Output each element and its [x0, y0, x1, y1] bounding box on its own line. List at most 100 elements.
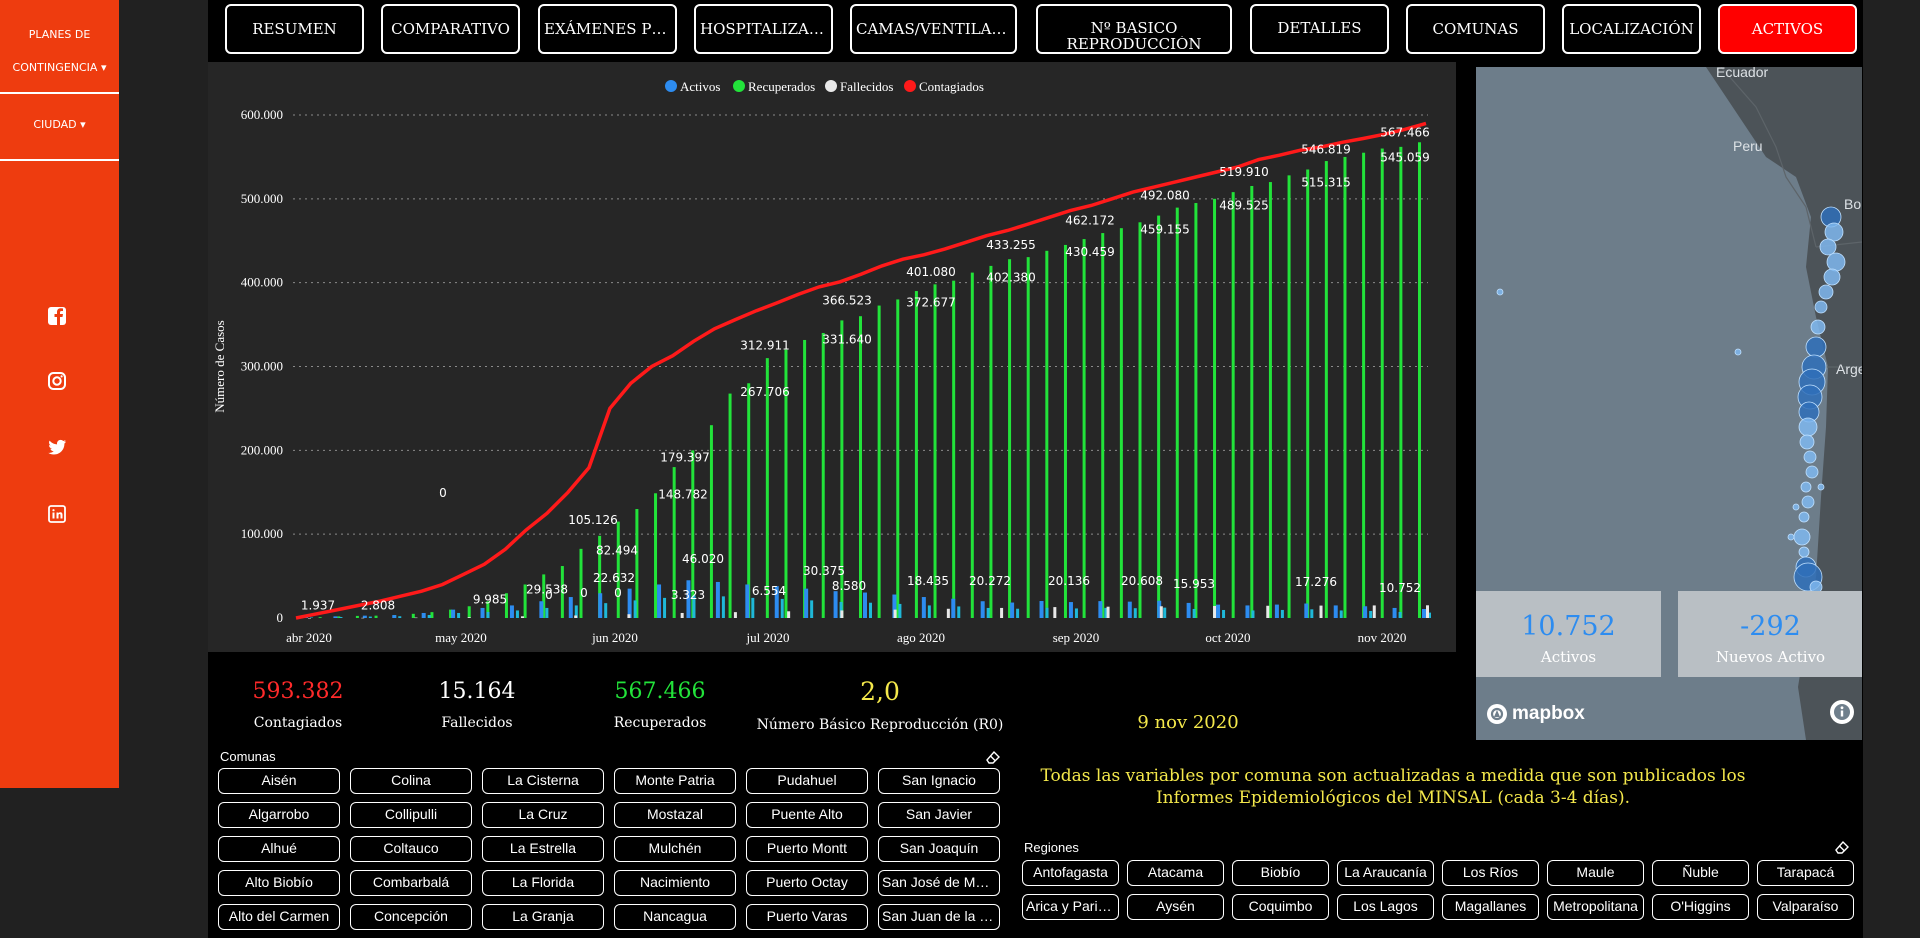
comuna-chip[interactable]: Mostazal	[614, 802, 736, 828]
comuna-chip[interactable]: La Cruz	[482, 802, 604, 828]
case-bubble[interactable]	[1814, 300, 1828, 314]
tab-comparativo[interactable]: COMPARATIVO	[381, 4, 520, 54]
tab-hospitalizados[interactable]: HOSPITALIZADOS	[694, 4, 833, 54]
region-chip[interactable]: Valparaíso	[1757, 894, 1854, 920]
comuna-chip[interactable]: Puente Alto	[746, 802, 868, 828]
comuna-chip[interactable]: San Ignacio	[878, 768, 1000, 794]
region-chip[interactable]: Arica y Parinacota	[1022, 894, 1119, 920]
tab-detalles[interactable]: DETALLES	[1250, 4, 1389, 54]
comuna-chip[interactable]: San Juan de la Costa	[878, 904, 1000, 930]
region-chip[interactable]: Los Lagos	[1337, 894, 1434, 920]
ciudad-menu[interactable]: CIUDAD ▾	[33, 118, 86, 131]
case-bubble[interactable]	[1805, 336, 1827, 358]
region-chip[interactable]: Tarapacá	[1757, 860, 1854, 886]
region-chip[interactable]: Atacama	[1127, 860, 1224, 886]
case-bubble[interactable]	[1734, 348, 1742, 356]
comuna-chip[interactable]: San Javier	[878, 802, 1000, 828]
tab-resumen-label: RESUMEN	[252, 20, 337, 38]
comuna-chip[interactable]: Alhué	[218, 836, 340, 862]
comuna-chip[interactable]: Alto Biobío	[218, 870, 340, 896]
activos-bar	[515, 610, 519, 618]
region-chip[interactable]: Antofagasta	[1022, 860, 1119, 886]
comuna-chip[interactable]: Nacimiento	[614, 870, 736, 896]
tab-localizacion[interactable]: LOCALIZACIÓN	[1562, 4, 1701, 54]
comuna-chip[interactable]: Algarrobo	[218, 802, 340, 828]
region-chip[interactable]: Magallanes	[1442, 894, 1539, 920]
case-bubble[interactable]	[1798, 417, 1818, 437]
case-bubble[interactable]	[1810, 319, 1826, 335]
recuperados-data-label: 9.985	[473, 592, 507, 606]
comuna-chip[interactable]: Collipulli	[350, 802, 472, 828]
case-bubble[interactable]	[1798, 511, 1810, 523]
comuna-chip[interactable]: San Joaquín	[878, 836, 1000, 862]
case-bubble[interactable]	[1800, 481, 1812, 493]
region-chip[interactable]: Aysén	[1127, 894, 1224, 920]
mapbox-logo[interactable]: mapbox	[1486, 703, 1585, 725]
region-chip[interactable]: Ñuble	[1652, 860, 1749, 886]
region-chip[interactable]: Metropolitana	[1547, 894, 1644, 920]
activos-bar	[627, 588, 632, 618]
region-chip[interactable]: Maule	[1547, 860, 1644, 886]
comuna-chip[interactable]: La Estrella	[482, 836, 604, 862]
tab-resumen[interactable]: RESUMEN	[225, 4, 364, 54]
planes-contingencia-menu[interactable]: PLANES DE CONTINGENCIA ▾	[0, 18, 119, 84]
comuna-chip[interactable]: Alto del Carmen	[218, 904, 340, 930]
comuna-chip[interactable]: Coltauco	[350, 836, 472, 862]
region-chip[interactable]: La Araucanía	[1337, 860, 1434, 886]
case-bubble[interactable]	[1798, 546, 1810, 558]
case-bubble[interactable]	[1826, 252, 1846, 272]
case-bubble[interactable]	[1824, 222, 1844, 242]
comuna-chip[interactable]: La Florida	[482, 870, 604, 896]
tab-activos[interactable]: ACTIVOS	[1718, 4, 1857, 54]
recuperados-bar	[449, 609, 453, 618]
case-bubble[interactable]	[1818, 284, 1834, 300]
case-bubble[interactable]	[1799, 434, 1815, 450]
comuna-chip[interactable]: Combarbalá	[350, 870, 472, 896]
recuperados-bar	[1008, 259, 1012, 618]
comuna-chip[interactable]: Aisén	[218, 768, 340, 794]
sidebar: PLANES DE CONTINGENCIA ▾ CIUDAD ▾	[0, 0, 119, 788]
case-bubble[interactable]	[1793, 528, 1811, 546]
tab-camas-ventiladores[interactable]: CAMAS/VENTILADORES	[850, 4, 1017, 54]
case-bubble[interactable]	[1792, 503, 1800, 511]
case-bubble[interactable]	[1805, 465, 1819, 479]
case-bubble[interactable]	[1819, 238, 1837, 256]
tab-numero-basico-reproduccion[interactable]: Nº BASICO REPRODUCCIÓN	[1036, 4, 1232, 54]
facebook-icon[interactable]	[47, 306, 67, 326]
comuna-chip[interactable]: Monte Patria	[614, 768, 736, 794]
linkedin-icon[interactable]	[47, 504, 67, 524]
recuperados-bar	[1119, 228, 1123, 619]
recuperados-bar	[1287, 175, 1291, 619]
comuna-chip[interactable]: Colina	[350, 768, 472, 794]
case-bubble[interactable]	[1801, 495, 1815, 509]
comuna-chip[interactable]: La Granja	[482, 904, 604, 930]
region-chip[interactable]: Coquimbo	[1232, 894, 1329, 920]
eraser-icon[interactable]	[985, 749, 1001, 765]
tab-comunas[interactable]: COMUNAS	[1406, 4, 1545, 54]
region-chip[interactable]: Biobío	[1232, 860, 1329, 886]
comuna-chip[interactable]: Puerto Montt	[746, 836, 868, 862]
comuna-chip[interactable]: Puerto Varas	[746, 904, 868, 930]
comuna-chip[interactable]: Pudahuel	[746, 768, 868, 794]
comuna-chip[interactable]: San José de Maipo	[878, 870, 1000, 896]
case-bubble[interactable]	[1496, 288, 1504, 296]
region-chip[interactable]: Los Ríos	[1442, 860, 1539, 886]
case-bubble[interactable]	[1803, 450, 1817, 464]
twitter-icon[interactable]	[47, 437, 67, 457]
comuna-chip[interactable]: Nancagua	[614, 904, 736, 930]
comuna-chip[interactable]: Mulchén	[614, 836, 736, 862]
comuna-chip[interactable]: Puerto Octay	[746, 870, 868, 896]
legend-marker	[733, 80, 745, 92]
case-bubble[interactable]	[1823, 268, 1841, 286]
info-icon[interactable]	[1829, 699, 1855, 725]
eraser-icon[interactable]	[1834, 839, 1850, 855]
region-chip[interactable]: O'Higgins	[1652, 894, 1749, 920]
comuna-chip[interactable]: Concepción	[350, 904, 472, 930]
comuna-chip[interactable]: La Cisterna	[482, 768, 604, 794]
case-bubble[interactable]	[1817, 483, 1825, 491]
case-bubble[interactable]	[1787, 533, 1795, 541]
map-panel[interactable]: Ecuador Peru Bo Arge 10.752 Activos -292…	[1476, 67, 1862, 740]
activos-data-label: 20.136	[1048, 574, 1090, 588]
tab-examenes-pcr[interactable]: EXÁMENES PCR	[538, 4, 677, 54]
instagram-icon[interactable]	[47, 371, 67, 391]
